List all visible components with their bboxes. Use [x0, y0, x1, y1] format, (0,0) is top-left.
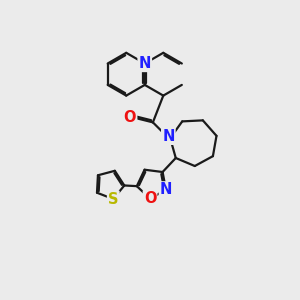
Text: N: N — [162, 129, 175, 144]
Text: O: O — [124, 110, 136, 124]
Text: N: N — [139, 56, 151, 71]
Text: S: S — [108, 191, 119, 206]
Text: N: N — [160, 182, 172, 197]
Text: O: O — [144, 191, 156, 206]
